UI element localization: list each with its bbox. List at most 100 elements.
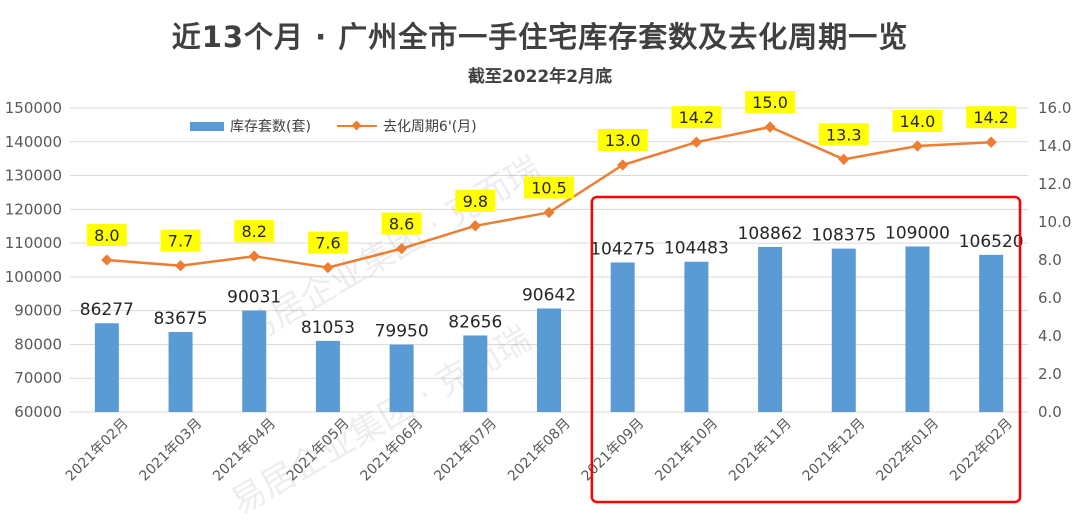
line-label-bg bbox=[160, 229, 201, 252]
line-value-label: 8.2 bbox=[242, 222, 267, 241]
left-tick-label: 110000 bbox=[5, 234, 62, 252]
legend-bar-swatch bbox=[190, 121, 224, 131]
line-value-label: 8.0 bbox=[94, 226, 119, 245]
line-point bbox=[838, 153, 850, 165]
bar bbox=[94, 323, 119, 412]
right-tick-label: 14.0 bbox=[1038, 137, 1071, 155]
bar-value-label: 83675 bbox=[153, 309, 207, 329]
x-tick-label: 2022年01月 bbox=[873, 416, 942, 485]
bar bbox=[242, 310, 267, 412]
line-point bbox=[617, 159, 629, 171]
line-point bbox=[469, 220, 481, 232]
line-value-label: 13.3 bbox=[826, 125, 862, 144]
bar-value-label: 86277 bbox=[80, 300, 134, 320]
legend: 库存套数(套) 去化周期6'(月) bbox=[190, 116, 477, 136]
line-label-bg bbox=[455, 189, 496, 212]
line-label-bg bbox=[892, 110, 943, 132]
bar bbox=[684, 261, 709, 412]
x-tick-label: 2021年10月 bbox=[652, 416, 721, 485]
bar-value-label: 82656 bbox=[448, 312, 502, 332]
bar-value-label: 90031 bbox=[227, 288, 281, 308]
bar-value-label: 106520 bbox=[959, 232, 1024, 252]
line-value-label: 15.0 bbox=[752, 93, 788, 112]
x-tick-label: 2021年03月 bbox=[136, 416, 205, 485]
bar bbox=[168, 332, 193, 412]
line-value-label: 13.0 bbox=[605, 131, 641, 150]
line-label-bg bbox=[524, 176, 574, 199]
bar-value-label: 104483 bbox=[664, 239, 729, 259]
x-tick-label: 2021年12月 bbox=[800, 416, 869, 485]
right-tick-label: 0.0 bbox=[1038, 403, 1062, 421]
bar bbox=[463, 335, 488, 412]
line-point bbox=[248, 250, 260, 262]
left-tick-label: 130000 bbox=[5, 167, 62, 185]
line-label-bg bbox=[745, 91, 796, 113]
bar bbox=[610, 262, 635, 412]
x-tick-label: 2021年09月 bbox=[579, 416, 648, 485]
line-label-bg bbox=[818, 123, 869, 146]
x-tick-label: 2021年02月 bbox=[63, 416, 132, 485]
right-tick-label: 4.0 bbox=[1038, 327, 1062, 345]
line-value-label: 10.5 bbox=[531, 179, 567, 198]
x-tick-label: 2021年11月 bbox=[726, 416, 795, 485]
bar-value-label: 108862 bbox=[738, 224, 803, 244]
line-label-bg bbox=[597, 129, 648, 151]
line-value-label: 7.6 bbox=[315, 234, 340, 253]
bar bbox=[389, 344, 414, 412]
bar-value-label: 104275 bbox=[590, 239, 655, 259]
left-tick-label: 100000 bbox=[5, 268, 62, 286]
right-tick-label: 16.0 bbox=[1038, 99, 1071, 117]
line-point bbox=[911, 140, 924, 152]
line-value-label: 14.2 bbox=[679, 108, 715, 127]
bar bbox=[979, 254, 1004, 412]
x-tick-label: 2022年02月 bbox=[947, 416, 1016, 485]
left-tick-label: 70000 bbox=[14, 369, 62, 387]
line-point bbox=[690, 136, 703, 148]
legend-line-label: 去化周期6'(月) bbox=[382, 119, 477, 135]
bar-value-label: 109000 bbox=[885, 223, 950, 243]
bar-value-label: 108375 bbox=[811, 226, 876, 246]
left-tick-label: 90000 bbox=[14, 302, 62, 320]
line-value-label: 14.2 bbox=[973, 108, 1009, 127]
right-tick-label: 8.0 bbox=[1038, 251, 1062, 269]
line-value-label: 7.7 bbox=[168, 232, 193, 251]
bar bbox=[315, 340, 340, 412]
x-tick-label: 2021年07月 bbox=[431, 416, 500, 485]
bar-value-label: 81053 bbox=[301, 318, 355, 338]
line-label-bg bbox=[307, 231, 348, 254]
right-tick-label: 10.0 bbox=[1038, 213, 1071, 231]
legend-bar-label: 库存套数(套) bbox=[230, 119, 311, 135]
right-tick-label: 6.0 bbox=[1038, 289, 1062, 307]
highlight-box bbox=[590, 195, 1022, 504]
line-point bbox=[764, 121, 776, 133]
bar-value-label: 90642 bbox=[522, 285, 576, 305]
bar bbox=[831, 248, 856, 412]
left-tick-label: 140000 bbox=[5, 133, 62, 151]
line-label-bg bbox=[671, 106, 722, 129]
left-tick-label: 120000 bbox=[5, 200, 62, 218]
line-point bbox=[322, 261, 334, 274]
x-tick-label: 2021年08月 bbox=[505, 416, 574, 485]
left-tick-label: 150000 bbox=[5, 99, 62, 117]
bar bbox=[758, 246, 783, 412]
line-label-bg bbox=[381, 212, 422, 235]
left-tick-label: 60000 bbox=[14, 403, 62, 421]
bar-value-label: 79950 bbox=[375, 322, 429, 342]
bar bbox=[905, 246, 930, 412]
left-tick-label: 80000 bbox=[14, 335, 62, 353]
line-label-bg bbox=[966, 106, 1017, 129]
chart-subtitle: 截至2022年2月底 bbox=[467, 67, 613, 87]
bar bbox=[537, 308, 561, 412]
right-tick-label: 12.0 bbox=[1038, 175, 1071, 193]
line-label-bg bbox=[86, 224, 127, 246]
line-point bbox=[985, 136, 997, 148]
line-point bbox=[543, 206, 555, 219]
legend-line-swatch bbox=[336, 120, 377, 132]
line-value-label: 8.6 bbox=[389, 215, 414, 234]
line-label-bg bbox=[234, 220, 275, 243]
line-point bbox=[174, 260, 187, 272]
line-point bbox=[395, 242, 408, 255]
line-value-label: 9.8 bbox=[463, 192, 488, 211]
line-point bbox=[101, 254, 113, 266]
